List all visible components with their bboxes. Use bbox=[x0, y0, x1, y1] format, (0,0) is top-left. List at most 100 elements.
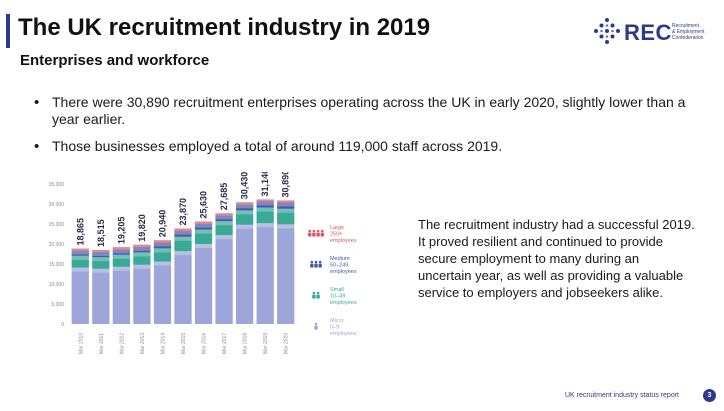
legend-person-icon bbox=[310, 263, 314, 268]
legend-label: 50–249 bbox=[330, 263, 348, 269]
bar-segment bbox=[236, 204, 254, 211]
bar-segment-highlight bbox=[133, 246, 151, 251]
x-tick-label: Mar 2010 bbox=[78, 333, 84, 354]
bar-segment bbox=[153, 248, 172, 262]
bar-segment-highlight bbox=[174, 228, 192, 231]
x-tick-label: Mar 2013 bbox=[140, 333, 146, 354]
bar-segment bbox=[133, 264, 151, 324]
bar-segment-highlight bbox=[112, 249, 130, 254]
bar-total-label: 30,890 bbox=[281, 172, 291, 197]
x-tick-label: Mar 2012 bbox=[119, 333, 125, 354]
legend-person-icon bbox=[314, 263, 318, 268]
y-tick-label: 35,000 bbox=[49, 182, 65, 188]
bar-segment bbox=[256, 223, 274, 324]
bar-segment-highlight bbox=[71, 267, 89, 272]
bar-segment bbox=[256, 199, 274, 202]
page-subtitle: Enterprises and workforce bbox=[20, 52, 210, 69]
legend-person-icon bbox=[314, 322, 318, 326]
bar-segment-highlight bbox=[277, 202, 295, 207]
legend-label: employees bbox=[330, 238, 357, 244]
bar-segment bbox=[92, 252, 110, 258]
bar-segment bbox=[277, 224, 295, 324]
y-tick-label: 10,000 bbox=[49, 282, 65, 288]
x-tick-label: Mar 2016 bbox=[202, 333, 208, 354]
legend-label: 0–9 bbox=[330, 325, 339, 331]
x-tick-label: Mar 2015 bbox=[181, 333, 187, 354]
legend-person-icon bbox=[316, 232, 320, 237]
legend-person-icon bbox=[314, 325, 318, 330]
legend-person-icon bbox=[312, 232, 316, 237]
bar-segment-highlight bbox=[277, 224, 295, 229]
enterprises-stacked-bar-chart: 0 5,000 10,000 15,000 20,000 25,000 30,000 35,0… bbox=[49, 172, 357, 354]
rec-logo-text: REC bbox=[624, 20, 672, 45]
rec-logo-subtext: Recruitment & Employment Confederation bbox=[672, 23, 714, 41]
bar-total-label: 18,515 bbox=[96, 219, 106, 247]
y-tick-label: 30,000 bbox=[49, 202, 65, 208]
bar-segment bbox=[277, 208, 295, 225]
summary-paragraph: The recruitment industry had a successfu… bbox=[418, 217, 695, 300]
y-tick-label: 20,000 bbox=[49, 242, 65, 248]
bar-total-label: 19,820 bbox=[137, 214, 147, 242]
bar-segment-highlight bbox=[194, 223, 213, 228]
footer-report-title: UK recruitment industry status report bbox=[565, 392, 679, 399]
rec-logo-icon bbox=[594, 18, 620, 44]
bar-segment bbox=[112, 266, 130, 324]
title-accent-bar bbox=[6, 14, 10, 48]
legend-person-icon bbox=[316, 291, 320, 295]
bar-segment bbox=[215, 215, 233, 222]
legend-person-icon bbox=[310, 260, 314, 264]
legend-person-icon bbox=[318, 263, 322, 268]
bar-segment-highlight bbox=[215, 235, 233, 240]
rec-logo-subtext-line: Recruitment bbox=[672, 23, 699, 29]
legend-person-icon bbox=[316, 294, 320, 299]
y-tick-label: 25,000 bbox=[49, 222, 65, 228]
bar-segment bbox=[174, 228, 192, 231]
bar-segment-highlight bbox=[236, 210, 254, 215]
bar-segment-highlight bbox=[92, 257, 110, 262]
bar-segment bbox=[153, 261, 172, 324]
x-tick-label: Mar 2019 bbox=[263, 333, 269, 354]
legend-label: Micro bbox=[330, 318, 343, 324]
bar-segment-highlight bbox=[215, 215, 233, 220]
bar-segment-highlight bbox=[277, 200, 295, 203]
bar-segment-highlight bbox=[174, 251, 192, 256]
x-tick-label: Mar 2017 bbox=[222, 333, 228, 354]
y-tick-label: 5,000 bbox=[51, 302, 64, 308]
bar-segment bbox=[174, 251, 192, 324]
y-tick-label: 15,000 bbox=[49, 262, 65, 268]
bullet-item: There were 30,890 recruitment enterprise… bbox=[34, 94, 694, 128]
bullet-list: There were 30,890 recruitment enterprise… bbox=[34, 94, 694, 165]
y-tick-label: 0 bbox=[61, 322, 64, 328]
bar-segment bbox=[112, 247, 130, 250]
bar-segment bbox=[236, 202, 254, 205]
rec-logo-subtext-line: Confederation bbox=[672, 35, 704, 41]
legend-person-icon bbox=[316, 229, 320, 233]
legend-person-icon bbox=[308, 232, 312, 237]
bar-segment-highlight bbox=[112, 254, 130, 259]
page-number-badge: 3 bbox=[703, 389, 716, 402]
bar-total-label: 18,865 bbox=[75, 218, 85, 246]
bar-segment bbox=[236, 224, 254, 324]
bar-segment-highlight bbox=[236, 224, 254, 229]
legend-label: Large bbox=[330, 225, 344, 231]
legend-person-icon bbox=[308, 229, 312, 233]
bar-segment bbox=[236, 210, 254, 225]
legend-person-icon bbox=[312, 229, 316, 233]
bar-total-label: 31,140 bbox=[260, 172, 270, 196]
bar-segment-highlight bbox=[256, 201, 274, 206]
x-tick-label: Mar 2018 bbox=[243, 333, 249, 354]
bar-segment bbox=[71, 255, 89, 268]
bar-segment bbox=[92, 249, 110, 253]
legend-label: 10–49 bbox=[330, 294, 345, 300]
legend-person-icon bbox=[318, 260, 322, 264]
x-tick-label: Mar 2020 bbox=[284, 333, 290, 354]
x-tick-label: Mar 2014 bbox=[160, 333, 166, 354]
bar-segment bbox=[174, 236, 192, 252]
bar-segment-highlight bbox=[277, 208, 295, 213]
bar-segment-highlight bbox=[153, 248, 172, 253]
bar-segment bbox=[153, 242, 172, 249]
bar-segment bbox=[71, 250, 89, 256]
bar-segment bbox=[215, 213, 233, 216]
bar-segment bbox=[194, 229, 213, 244]
bar-segment bbox=[194, 221, 213, 224]
